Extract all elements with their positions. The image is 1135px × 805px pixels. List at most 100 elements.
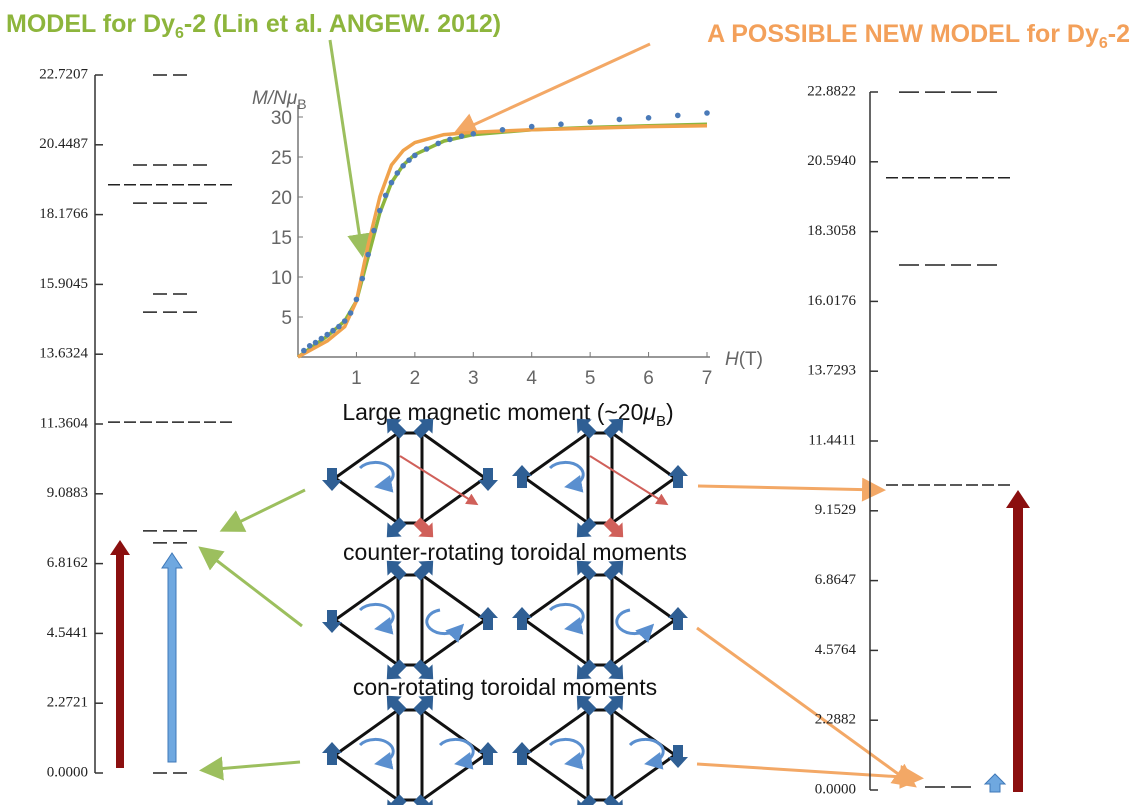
pointer	[205, 762, 300, 770]
data-point	[459, 133, 465, 139]
axis-label-part: H	[725, 349, 739, 370]
data-point	[301, 348, 307, 354]
data-point	[587, 119, 593, 125]
axis-label-part: B	[297, 96, 306, 112]
figure: MODEL for Dy6-2 (Lin et al. ANGEW. 2012)…	[0, 0, 1135, 805]
data-point	[365, 252, 371, 258]
pointer	[697, 628, 912, 784]
data-point	[330, 328, 336, 334]
y-tick-label: 9.0883	[47, 485, 88, 501]
y-tick-label: 11.4411	[808, 432, 856, 448]
data-point	[324, 332, 330, 338]
data-point	[412, 153, 418, 159]
rotation-arrow	[630, 739, 663, 763]
data-point	[313, 340, 319, 346]
data-point	[675, 113, 681, 119]
data-point	[307, 343, 313, 349]
y-tick-label: 0.0000	[47, 764, 88, 780]
data-point	[395, 170, 401, 176]
y-tick-label: 20.4487	[39, 136, 88, 152]
molecule-frame	[525, 575, 675, 665]
data-point	[377, 208, 383, 214]
x-tick-label: 7	[702, 368, 713, 389]
y-tick-label: 13.7293	[807, 363, 856, 379]
arrow	[110, 540, 130, 768]
axis-label-part: (T)	[739, 349, 763, 370]
axis-label-part: μ	[286, 88, 298, 109]
caption: counter-rotating toroidal moments	[343, 539, 687, 565]
molecules	[322, 412, 688, 805]
pointer	[225, 490, 305, 529]
data-point	[383, 193, 389, 199]
pointer	[203, 550, 302, 626]
data-point	[406, 157, 412, 163]
x-axis-label: H(T)	[725, 349, 763, 370]
data-point	[336, 324, 342, 330]
y-tick-label: 22.7207	[39, 66, 88, 82]
y-tick-label: 6.8162	[47, 555, 88, 571]
rotation-arrow	[617, 610, 650, 634]
data-point	[400, 163, 406, 169]
right-title: A POSSIBLE NEW MODEL for Dy6-2	[707, 20, 1130, 52]
y-tick-label: 11.3604	[40, 415, 89, 431]
rotation-arrow	[360, 462, 393, 486]
y-tick-label: 20	[271, 188, 292, 209]
molecule-frame	[525, 433, 675, 523]
y-tick-label: 15.9045	[39, 276, 88, 292]
transition-arrows	[110, 490, 1030, 792]
y-axis-label: M/NμB	[252, 88, 307, 112]
data-point	[500, 127, 506, 133]
molecule-frame	[335, 710, 485, 800]
x-tick-label: 5	[585, 368, 596, 389]
data-point	[435, 141, 441, 147]
x-tick-label: 2	[410, 368, 421, 389]
y-tick-label: 16.0176	[807, 293, 856, 309]
y-tick-label: 0.0000	[815, 781, 856, 797]
x-tick-label: 4	[526, 368, 537, 389]
y-tick-label: 2.2882	[815, 712, 856, 728]
left-title: MODEL for Dy6-2 (Lin et al. ANGEW. 2012)	[6, 10, 501, 42]
y-tick-label: 22.8822	[807, 83, 856, 99]
y-tick-label: 18.1766	[39, 206, 88, 222]
x-tick-label: 1	[351, 368, 362, 389]
x-tick-label: 6	[643, 368, 654, 389]
rotation-arrow	[360, 739, 393, 763]
data-point	[424, 146, 430, 152]
y-tick-label: 18.3058	[807, 223, 856, 239]
rotation-arrow	[360, 604, 393, 628]
y-tick-label: 20.5940	[807, 153, 856, 169]
data-point	[617, 117, 623, 123]
data-point	[354, 297, 360, 303]
molecule-frame	[335, 433, 485, 523]
data-point	[558, 121, 564, 127]
y-tick-label: 2.2721	[47, 695, 88, 711]
data-point	[704, 110, 710, 116]
pointer	[330, 40, 362, 252]
y-tick-label: 4.5441	[47, 625, 88, 641]
y-tick-label: 10	[271, 268, 292, 289]
y-tick-label: 4.5764	[815, 642, 857, 658]
rotation-arrow	[550, 462, 583, 486]
y-tick-label: 6.8647	[815, 572, 857, 588]
arrow	[1006, 490, 1030, 792]
pointer	[698, 486, 880, 490]
y-tick-label: 9.1529	[815, 502, 856, 518]
arrow	[162, 553, 182, 762]
y-tick-label: 30	[271, 108, 292, 129]
data-point	[348, 310, 354, 316]
rotation-arrow	[550, 739, 583, 763]
molecule-frame	[525, 710, 675, 800]
data-point	[359, 276, 365, 282]
y-tick-label: 25	[271, 148, 292, 169]
y-tick-label: 13.6324	[39, 346, 88, 362]
data-point	[529, 124, 535, 130]
y-tick-label: 5	[281, 308, 292, 329]
data-point	[646, 115, 652, 121]
data-point	[389, 180, 395, 186]
arrow	[985, 774, 1005, 792]
rotation-arrow	[550, 604, 583, 628]
molecule-frame	[335, 575, 485, 665]
rotation-arrow	[440, 739, 473, 763]
data-point	[319, 336, 325, 342]
y-tick-label: 15	[271, 228, 292, 249]
